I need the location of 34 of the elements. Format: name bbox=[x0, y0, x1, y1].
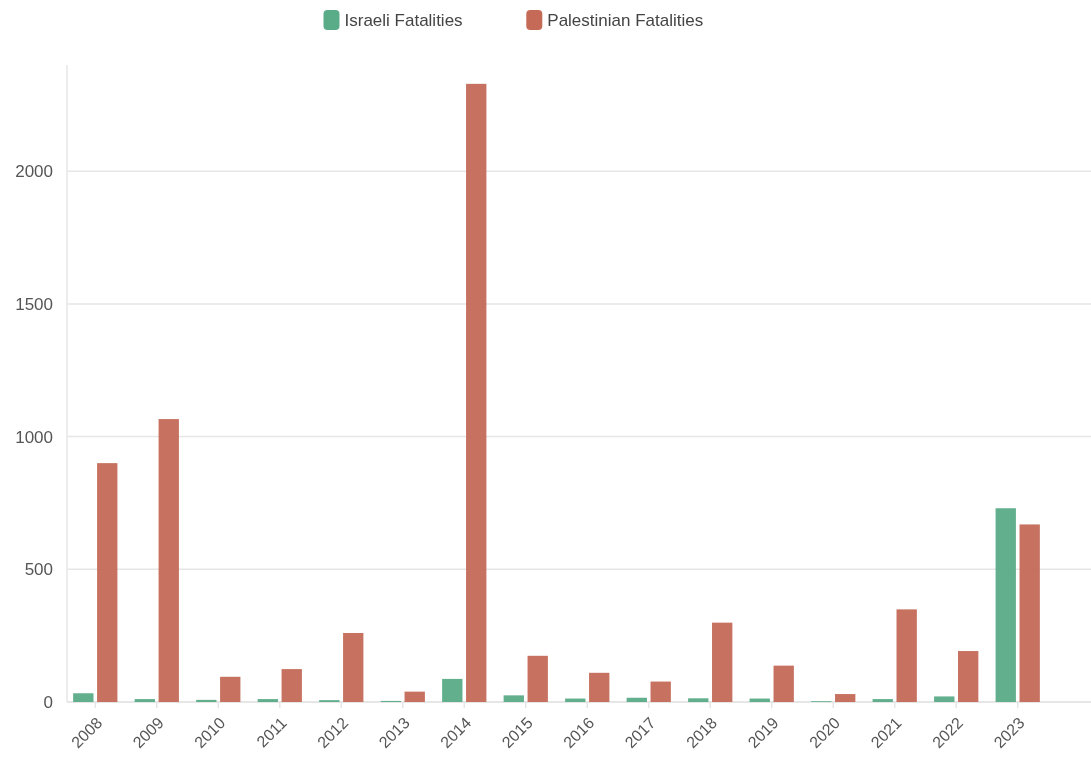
bar bbox=[466, 83, 487, 702]
y-tick-label: 500 bbox=[24, 560, 53, 580]
y-tick-label: 0 bbox=[43, 692, 53, 712]
bar bbox=[688, 698, 709, 702]
bar bbox=[712, 622, 733, 702]
bar bbox=[626, 697, 647, 702]
bar bbox=[158, 419, 179, 702]
bar bbox=[527, 655, 548, 702]
bar bbox=[73, 693, 94, 702]
bar bbox=[442, 678, 463, 702]
bar bbox=[281, 669, 302, 702]
legend-label: Israeli Fatalities bbox=[344, 10, 463, 30]
bar bbox=[220, 676, 241, 702]
bar bbox=[503, 695, 524, 702]
y-tick-label: 2000 bbox=[15, 162, 53, 182]
bar bbox=[1019, 524, 1040, 702]
y-tick-label: 1000 bbox=[15, 427, 53, 447]
bar bbox=[257, 699, 278, 702]
bar bbox=[196, 699, 217, 702]
bar bbox=[773, 665, 794, 702]
bar bbox=[896, 609, 917, 702]
bar bbox=[404, 691, 425, 702]
bar bbox=[134, 699, 155, 702]
bar bbox=[97, 463, 118, 702]
y-tick-label: 1500 bbox=[15, 294, 53, 314]
bar bbox=[934, 696, 955, 702]
bar bbox=[835, 694, 856, 702]
bar bbox=[995, 508, 1016, 702]
bar bbox=[650, 681, 671, 702]
bar bbox=[958, 651, 979, 702]
bar bbox=[343, 632, 364, 702]
legend-label: Palestinian Fatalities bbox=[547, 10, 704, 30]
bar bbox=[872, 699, 893, 702]
bar bbox=[589, 672, 610, 702]
